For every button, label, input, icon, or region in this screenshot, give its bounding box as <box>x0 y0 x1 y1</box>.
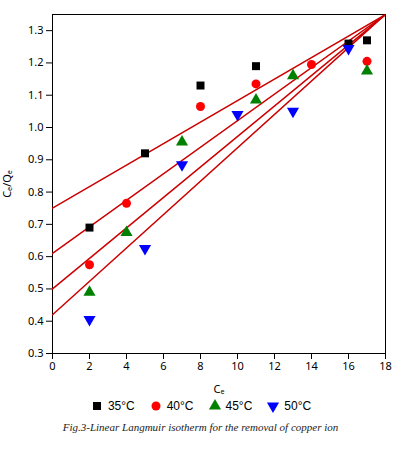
svg-text:Cₑ: Cₑ <box>214 381 225 396</box>
svg-text:0.8: 0.8 <box>28 184 44 199</box>
svg-text:1.3: 1.3 <box>28 22 44 37</box>
svg-text:12: 12 <box>268 358 281 373</box>
svg-text:Cₑ/Qₑ: Cₑ/Qₑ <box>0 170 14 198</box>
svg-text:2: 2 <box>86 358 92 373</box>
svg-text:4: 4 <box>123 358 130 373</box>
svg-text:0.7: 0.7 <box>28 216 44 231</box>
svg-text:6: 6 <box>160 358 166 373</box>
html-text:40°C: 40°C <box>166 399 194 413</box>
svg-text:18: 18 <box>379 358 392 373</box>
svg-text:16: 16 <box>342 358 355 373</box>
svg-text:14: 14 <box>305 358 318 373</box>
svg-text:0: 0 <box>49 358 55 373</box>
svg-text:0.9: 0.9 <box>28 151 44 166</box>
svg-text:0.6: 0.6 <box>28 248 44 263</box>
svg-text:1.0: 1.0 <box>28 119 44 134</box>
svg-text:1.2: 1.2 <box>28 54 44 69</box>
svg-text:0.4: 0.4 <box>28 313 44 328</box>
html-text:35°C: 35°C <box>107 399 135 413</box>
svg-text:0.5: 0.5 <box>28 280 44 295</box>
svg-text:8: 8 <box>197 358 203 373</box>
svg-text:1.1: 1.1 <box>28 87 44 102</box>
svg-text:10: 10 <box>231 358 244 373</box>
html-text:45°C: 45°C <box>225 399 253 413</box>
html-text:Fig.3-Linear Langmuir isotherm: Fig.3-Linear Langmuir isotherm for the r… <box>62 421 339 433</box>
svg-text:0.3: 0.3 <box>28 345 44 360</box>
html-text:50°C: 50°C <box>284 399 312 413</box>
